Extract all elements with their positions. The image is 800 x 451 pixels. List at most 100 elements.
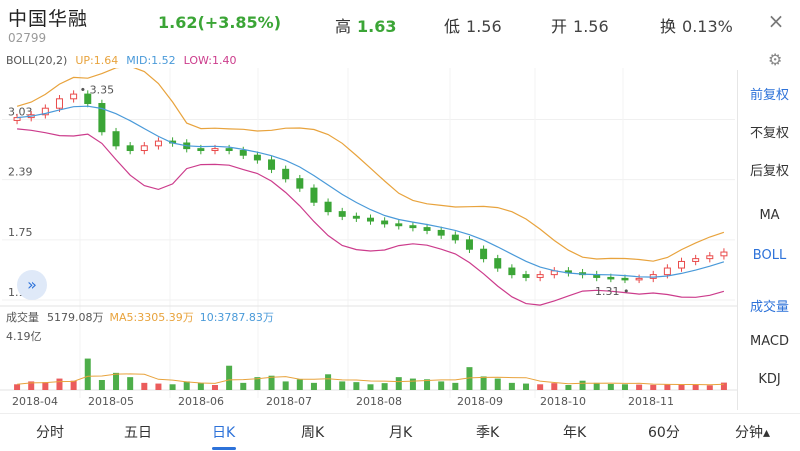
boll-mid-value: MID:1.52 [126, 54, 176, 67]
candle [211, 148, 219, 152]
volume-legend: 成交量 5179.08万 MA5:3305.39万 10:3787.83万 [6, 309, 274, 325]
volume-bar [650, 384, 657, 390]
candle [663, 267, 671, 276]
volume-bar [325, 374, 332, 390]
volume-bar [296, 379, 303, 390]
candle [494, 258, 502, 269]
volume-bar [438, 381, 445, 390]
x-axis-label: 2018-06 [178, 395, 224, 408]
volume-bar [56, 378, 63, 390]
volume-ma10: 10:3787.83万 [199, 311, 274, 324]
volume-bar [621, 384, 628, 390]
tab-yearly-k[interactable]: 年K [563, 425, 587, 441]
stock-name: 中国华融 [8, 8, 89, 30]
candle [621, 277, 629, 281]
volume-bar [42, 382, 49, 390]
tab-60min[interactable]: 60分 [648, 425, 680, 441]
boll-up-line [16, 68, 725, 262]
tab-intraday[interactable]: 分时 [36, 425, 64, 441]
candle [84, 93, 92, 105]
tab-quarterly-k[interactable]: 季K [476, 425, 500, 441]
kline-chart[interactable]: 3.032.391.751.11• 3.351.31 •2018-042018-… [0, 68, 737, 411]
volume-bar [169, 384, 176, 390]
volume-bar [452, 382, 459, 390]
open-value: 1.56 [573, 17, 609, 36]
tab-weekly-k[interactable]: 周K [301, 425, 325, 441]
volume-bar [537, 384, 544, 390]
volume-bar [240, 382, 247, 390]
close-icon[interactable]: × [767, 9, 785, 33]
volume-bar [254, 377, 261, 390]
x-axis-label: 2018-08 [356, 395, 402, 408]
volume-bar [353, 382, 360, 390]
price-axis-label: 2.39 [8, 166, 33, 179]
side-item-macd[interactable]: MACD [750, 334, 789, 349]
side-item-kdj[interactable]: KDJ [758, 372, 781, 387]
volume-bar [551, 383, 558, 390]
boll-legend: BOLL(20,2) UP:1.64 MID:1.52 LOW:1.40 [6, 54, 244, 67]
side-item-forward-adjust[interactable]: 前复权 [749, 88, 789, 103]
expand-chevrons-icon[interactable]: » [17, 270, 47, 300]
candle [41, 107, 49, 116]
volume-bar [706, 385, 713, 390]
candle [607, 276, 615, 280]
volume-bar [480, 376, 487, 390]
volume-bar [720, 382, 727, 390]
side-item-ma[interactable]: MA [759, 208, 780, 223]
x-axis-label: 2018-07 [266, 395, 312, 408]
active-tab-indicator [212, 447, 236, 450]
turnover-stat: 换 0.13% [660, 13, 733, 37]
candle [409, 225, 417, 229]
gear-icon[interactable]: ⚙ [768, 50, 783, 69]
candle [437, 229, 445, 236]
volume-bar [197, 382, 204, 390]
high-stat: 高 1.63 [335, 13, 397, 37]
volume-bar [409, 378, 416, 390]
candle [197, 148, 205, 152]
candle [381, 220, 389, 225]
side-item-backward-adjust[interactable]: 后复权 [749, 164, 789, 179]
candle [324, 201, 332, 213]
candle [253, 154, 261, 161]
low-value: 1.56 [466, 17, 502, 36]
volume-bar [28, 381, 35, 390]
candle [55, 98, 63, 109]
volume-bar [678, 384, 685, 390]
tab-minute[interactable]: 分钟▴ [735, 425, 771, 441]
boll-mid-line [17, 105, 725, 278]
side-item-volume[interactable]: 成交量 [749, 300, 789, 315]
tab-five-day[interactable]: 五日 [124, 425, 152, 441]
volume-bar [282, 381, 289, 390]
candle [536, 274, 544, 278]
high-annotation: • 3.35 [80, 83, 114, 96]
volume-bar [395, 377, 402, 390]
side-item-boll[interactable]: BOLL [752, 248, 787, 263]
volume-ma5: MA5:3305.39万 [109, 311, 194, 324]
volume-bar [155, 383, 162, 390]
candle [98, 103, 106, 133]
candle [13, 117, 21, 121]
tab-monthly-k[interactable]: 月K [389, 425, 413, 441]
candle [296, 178, 304, 189]
candle [395, 223, 403, 227]
candle [225, 148, 233, 152]
low-annotation: 1.31 • [595, 285, 629, 298]
boll-up-value: UP:1.64 [75, 54, 119, 67]
side-panel: 前复权 不复权 后复权 MA BOLL 成交量 MACD KDJ [737, 70, 800, 410]
stock-code: 02799 [8, 31, 47, 45]
volume-bar [226, 365, 233, 390]
volume-bar [607, 384, 614, 390]
candle [310, 187, 318, 203]
volume-bar [70, 380, 77, 390]
boll-low-line [17, 128, 725, 306]
price-change: 1.62(+3.85%) [158, 13, 282, 32]
tab-daily-k[interactable]: 日K [212, 425, 236, 441]
period-tabs: 分时 五日 日K 周K 月K 季K 年K 60分 分钟▴ [0, 413, 800, 451]
side-item-no-adjust[interactable]: 不复权 [749, 126, 789, 141]
volume-bar [692, 384, 699, 390]
candle [635, 277, 643, 281]
volume-bar [381, 383, 388, 390]
volume-bar [494, 378, 501, 390]
volume-title: 成交量 [6, 311, 39, 324]
x-axis-label: 2018-10 [540, 395, 586, 408]
